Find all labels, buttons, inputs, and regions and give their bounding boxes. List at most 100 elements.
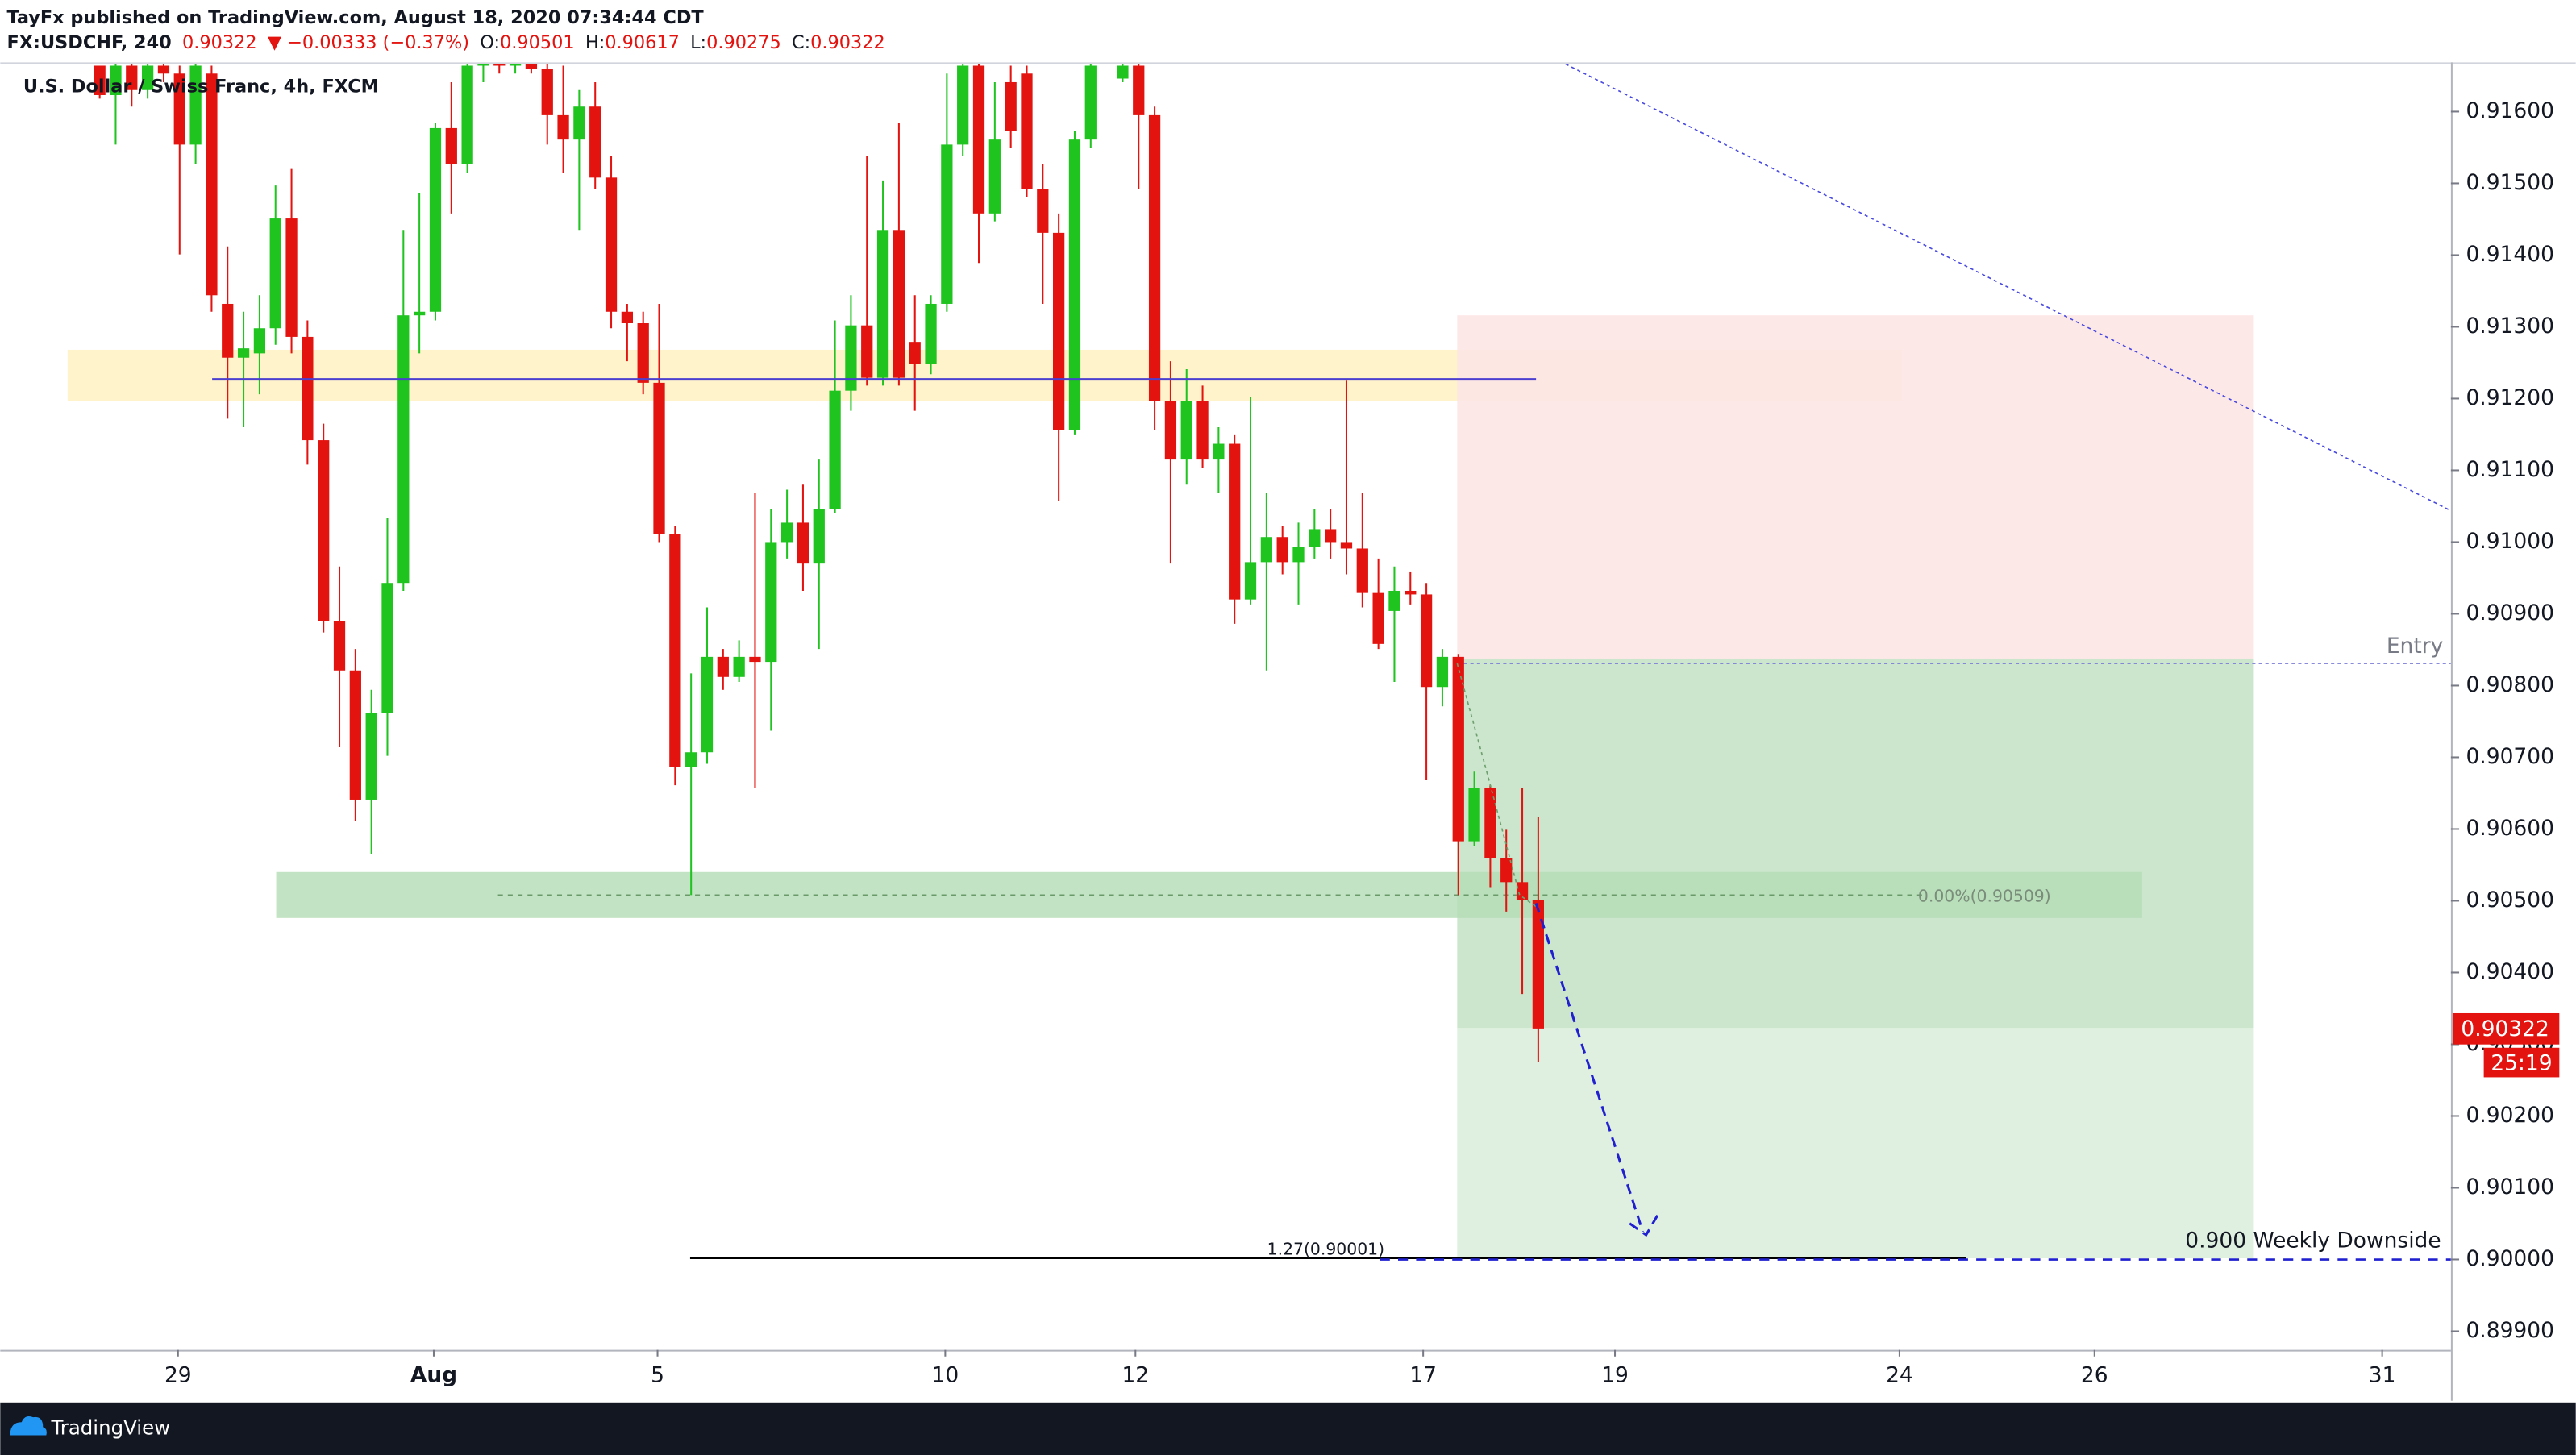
profit-zone-filled <box>1457 658 2254 1029</box>
candle-body <box>1133 65 1145 115</box>
candle-body <box>397 315 410 584</box>
candle-body <box>941 144 953 304</box>
candle-body <box>1117 65 1129 79</box>
y-tick-label: 0.89900 <box>2466 1318 2553 1343</box>
profit-zone <box>1457 1028 2254 1258</box>
candle-body <box>365 713 377 800</box>
candle-body <box>1244 562 1257 600</box>
x-tick-label: 26 <box>2081 1363 2108 1388</box>
y-tick-label: 0.90700 <box>2466 744 2553 769</box>
candle-body <box>541 69 553 115</box>
candle-body <box>685 752 697 767</box>
stop-zone <box>1457 315 2254 659</box>
candle-body <box>621 311 633 324</box>
candle-body <box>1260 537 1272 563</box>
candle-body <box>445 127 457 164</box>
candle-body <box>1516 882 1529 900</box>
y-tick-label: 0.90800 <box>2466 672 2553 697</box>
candle-body <box>1148 114 1161 401</box>
ohlc-value: 0.90617 <box>605 31 680 52</box>
y-tick-label: 0.91000 <box>2466 529 2553 554</box>
y-tick-label: 0.91500 <box>2466 170 2553 195</box>
candle-body <box>1388 590 1400 611</box>
x-tick-label: 17 <box>1409 1363 1437 1388</box>
candle-body <box>605 177 618 312</box>
candle-body <box>925 303 937 364</box>
candle-body <box>1452 656 1464 842</box>
candle-body <box>1309 529 1321 547</box>
candle-body <box>1037 189 1049 233</box>
candle-body <box>1468 788 1480 842</box>
candle-body <box>477 64 489 66</box>
candle-body <box>237 348 250 358</box>
candle-body <box>1372 592 1384 644</box>
x-tick-label: 31 <box>2369 1363 2396 1388</box>
brand-name[interactable]: TradingView <box>50 1416 170 1439</box>
candle-body <box>972 65 985 214</box>
symbol: FX:USDCHF, 240 <box>6 31 171 52</box>
x-tick-label: 10 <box>932 1363 959 1388</box>
author-line: TayFx published on TradingView.com, Augu… <box>6 7 704 28</box>
y-tick-label: 0.90600 <box>2466 816 2553 841</box>
candle-body <box>765 542 777 663</box>
candle-body <box>461 65 473 164</box>
drawings <box>67 64 2451 1258</box>
candle-body <box>222 303 234 358</box>
candle-body <box>1356 548 1368 593</box>
candle-body <box>94 65 106 95</box>
candle-body <box>381 583 393 713</box>
y-tick-label: 0.91400 <box>2466 242 2553 267</box>
candle-body <box>493 64 506 66</box>
candle-body <box>653 382 665 534</box>
quote-line: FX:USDCHF, 240 0.90322 ▼ −0.00333 (−0.37… <box>6 31 884 52</box>
candle-body <box>157 65 170 74</box>
candle-body <box>1532 900 1545 1029</box>
candle-body <box>1276 537 1288 563</box>
projection-arrow <box>1534 903 1659 1237</box>
x-tick-label: Aug <box>410 1363 457 1388</box>
ohlc-label: L: <box>690 31 706 52</box>
fib-extension-label: 1.27(0.90001) <box>1267 1239 1384 1258</box>
candle-body <box>813 509 825 564</box>
candle-body <box>189 65 202 145</box>
candle-body <box>988 139 1001 214</box>
countdown-tag <box>2483 1047 2560 1078</box>
countdown-label: 25:19 <box>2491 1051 2552 1076</box>
y-tick-label: 0.90200 <box>2466 1103 2553 1128</box>
ohlc-label: C: <box>792 31 810 52</box>
candle-body <box>1420 594 1433 688</box>
candle-body <box>957 65 969 145</box>
candle-body <box>1484 788 1496 858</box>
candle-body <box>893 230 905 378</box>
x-tick-label: 12 <box>1122 1363 1149 1388</box>
logo-icon[interactable] <box>10 1416 47 1436</box>
path-line <box>1456 663 1537 908</box>
entry-label: Entry <box>2387 634 2443 659</box>
candle-body <box>1405 590 1417 595</box>
brand-logo[interactable]: TradingView <box>10 1416 171 1439</box>
candle-body <box>1500 858 1513 883</box>
x-tick-label: 19 <box>1601 1363 1629 1388</box>
x-tick-label: 29 <box>164 1363 192 1388</box>
candle-body <box>589 106 601 178</box>
candle-body <box>173 73 185 145</box>
candle-body <box>669 534 681 767</box>
candle-body <box>717 656 729 677</box>
candle-body <box>1213 443 1225 460</box>
candle-body <box>1292 547 1305 563</box>
candle-body <box>1436 656 1449 688</box>
y-tick-label: 0.91100 <box>2466 457 2553 482</box>
candle-body <box>429 127 442 312</box>
candle-body <box>1229 443 1241 600</box>
candle-body <box>253 328 266 354</box>
candle-body <box>206 73 218 296</box>
candle-body <box>557 114 569 140</box>
candle-body <box>285 218 298 337</box>
price-tag <box>2452 1012 2560 1045</box>
y-tick-label: 0.90500 <box>2466 888 2553 912</box>
candle-body <box>1164 401 1177 460</box>
candle-body <box>318 440 330 621</box>
y-tick-label: 0.90000 <box>2466 1246 2553 1271</box>
candle-body <box>845 325 857 391</box>
footer-bar <box>0 1402 2576 1455</box>
